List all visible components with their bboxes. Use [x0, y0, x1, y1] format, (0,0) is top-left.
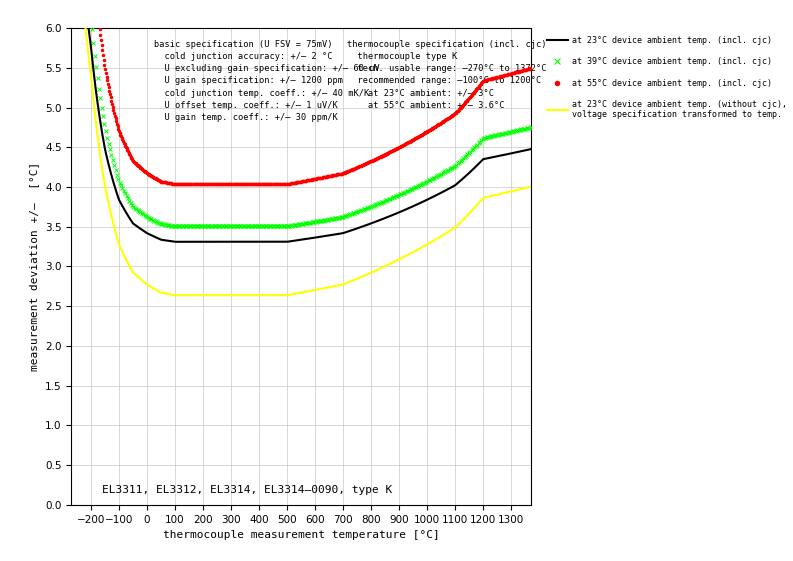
Text: basic specification (U FSV = 75mV)
  cold junction accuracy: +/– 2 °C
  U exclud: basic specification (U FSV = 75mV) cold …: [154, 40, 380, 122]
Y-axis label: measurement deviation +/–  [°C]: measurement deviation +/– [°C]: [29, 162, 40, 371]
Legend: at 23°C device ambient temp. (incl. cjc), at 39°C device ambient temp. (incl. cj: at 23°C device ambient temp. (incl. cjc)…: [543, 32, 790, 123]
Text: thermocouple specification (incl. cjc)
  thermocouple type K
  tech. usable rang: thermocouple specification (incl. cjc) t…: [347, 40, 547, 110]
X-axis label: thermocouple measurement temperature [°C]: thermocouple measurement temperature [°C…: [163, 530, 439, 540]
Text: EL3311, EL3312, EL3314, EL3314–0090, type K: EL3311, EL3312, EL3314, EL3314–0090, typ…: [102, 485, 393, 495]
